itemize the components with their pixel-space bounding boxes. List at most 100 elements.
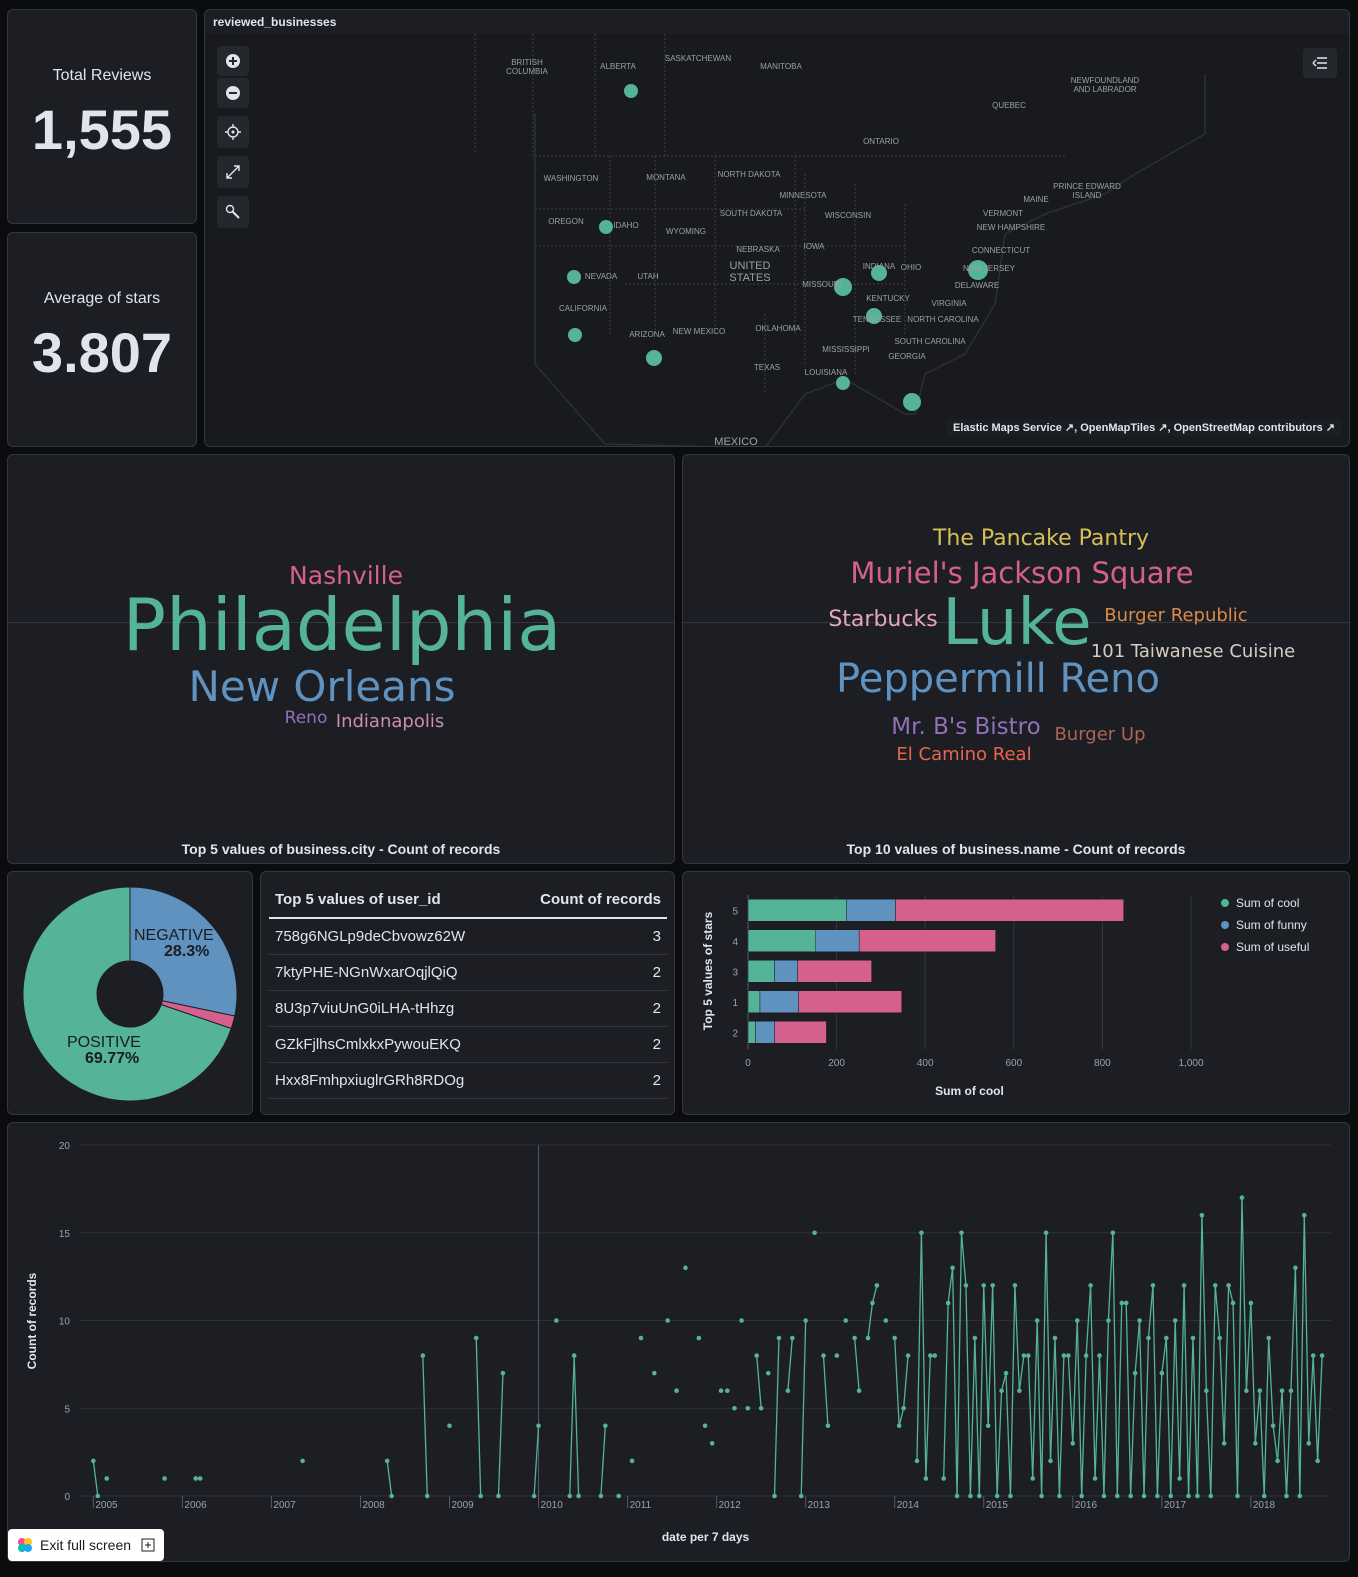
attribution-link[interactable]: OpenStreetMap contributors	[1173, 422, 1323, 434]
data-point[interactable]	[981, 1283, 987, 1288]
data-point[interactable]	[674, 1388, 679, 1393]
data-point[interactable]	[1141, 1493, 1147, 1499]
map-point[interactable]	[903, 393, 921, 411]
data-point[interactable]	[1319, 1353, 1325, 1358]
cloud-word[interactable]: Burger Republic	[1104, 605, 1248, 626]
data-point[interactable]	[883, 1318, 889, 1323]
data-point[interactable]	[1061, 1353, 1067, 1358]
cloud-word[interactable]: Luke	[942, 586, 1092, 660]
data-point[interactable]	[1257, 1388, 1263, 1393]
data-point[interactable]	[901, 1405, 906, 1411]
data-point[interactable]	[1221, 1441, 1227, 1446]
data-point[interactable]	[928, 1353, 933, 1358]
data-point[interactable]	[919, 1230, 924, 1236]
data-point[interactable]	[1297, 1493, 1303, 1499]
data-point[interactable]	[554, 1318, 559, 1323]
data-point[interactable]	[950, 1265, 955, 1271]
map-point[interactable]	[834, 278, 852, 296]
data-point[interactable]	[745, 1405, 751, 1411]
data-point[interactable]	[812, 1230, 817, 1236]
bar-segment[interactable]	[747, 960, 775, 983]
cloud-word[interactable]: Indianapolis	[335, 711, 445, 732]
data-point[interactable]	[1253, 1441, 1258, 1446]
attribution-link[interactable]: OpenMapTiles	[1080, 422, 1156, 434]
bar-segment[interactable]	[747, 1021, 756, 1044]
bar-segment[interactable]	[797, 960, 872, 983]
data-point[interactable]	[424, 1493, 430, 1499]
data-point[interactable]	[1172, 1318, 1178, 1323]
table-row[interactable]: 758g6NGLp9deCbvowz62W 3	[269, 918, 667, 955]
data-point[interactable]	[834, 1353, 840, 1358]
data-point[interactable]	[963, 1283, 969, 1288]
data-point[interactable]	[1266, 1335, 1271, 1341]
data-point[interactable]	[905, 1353, 911, 1358]
data-point[interactable]	[1017, 1388, 1022, 1393]
map-point[interactable]	[836, 376, 850, 390]
data-point[interactable]	[1048, 1458, 1053, 1464]
data-point[interactable]	[1008, 1493, 1013, 1499]
data-point[interactable]	[1012, 1283, 1018, 1288]
data-point[interactable]	[790, 1335, 795, 1341]
data-point[interactable]	[1284, 1493, 1289, 1499]
legend-item[interactable]: Sum of cool	[1236, 896, 1299, 910]
data-point[interactable]	[972, 1335, 978, 1341]
data-point[interactable]	[1275, 1458, 1280, 1464]
bar-segment[interactable]	[747, 990, 761, 1013]
bar-segment[interactable]	[774, 960, 798, 983]
data-point[interactable]	[300, 1458, 305, 1464]
cloud-word[interactable]: Mr. B's Bistro	[891, 714, 1041, 740]
data-point[interactable]	[1119, 1300, 1125, 1306]
zoom-in-button[interactable]	[217, 46, 249, 76]
data-point[interactable]	[1034, 1318, 1040, 1323]
data-point[interactable]	[718, 1388, 724, 1393]
cloud-word[interactable]: Muriel's Jackson Square	[850, 556, 1194, 590]
data-point[interactable]	[571, 1353, 577, 1358]
data-point[interactable]	[914, 1458, 920, 1464]
bar-segment[interactable]	[798, 990, 902, 1013]
data-point[interactable]	[999, 1388, 1004, 1393]
map-point[interactable]	[567, 270, 581, 284]
data-point[interactable]	[1039, 1493, 1044, 1499]
map-point[interactable]	[866, 308, 882, 324]
legend-item[interactable]: Sum of funny	[1236, 918, 1307, 932]
data-point[interactable]	[852, 1335, 857, 1341]
data-point[interactable]	[776, 1335, 782, 1341]
data-point[interactable]	[843, 1318, 849, 1323]
data-point[interactable]	[1074, 1318, 1080, 1323]
data-point[interactable]	[732, 1405, 737, 1411]
data-point[interactable]	[941, 1476, 946, 1481]
data-point[interactable]	[874, 1283, 880, 1288]
data-point[interactable]	[1190, 1335, 1196, 1341]
table-row[interactable]: 8U3p7viuUnG0iLHA-tHhzg 2	[269, 990, 667, 1027]
data-point[interactable]	[1177, 1476, 1182, 1481]
data-point[interactable]	[536, 1423, 541, 1429]
data-point[interactable]	[1199, 1212, 1205, 1218]
data-point[interactable]	[1101, 1493, 1107, 1499]
data-point[interactable]	[990, 1283, 995, 1288]
pie-slice[interactable]	[129, 886, 238, 1017]
data-point[interactable]	[1235, 1493, 1240, 1499]
data-point[interactable]	[384, 1458, 390, 1464]
data-point[interactable]	[91, 1458, 96, 1464]
data-point[interactable]	[1025, 1353, 1031, 1358]
data-point[interactable]	[1279, 1388, 1285, 1393]
map-point[interactable]	[968, 260, 988, 280]
data-point[interactable]	[1110, 1230, 1116, 1236]
data-point[interactable]	[856, 1388, 862, 1393]
bar-segment[interactable]	[858, 929, 996, 952]
column-header-count[interactable]: Count of records	[509, 880, 667, 919]
data-point[interactable]	[1293, 1265, 1298, 1271]
data-point[interactable]	[785, 1388, 791, 1393]
data-point[interactable]	[1132, 1370, 1138, 1376]
data-point[interactable]	[945, 1300, 951, 1306]
reviews-over-time-chart[interactable]: 0 5 10 15 20 2005 2006 2007 2008 2009 2010 2011 2012…	[8, 1123, 1350, 1562]
data-point[interactable]	[1181, 1283, 1187, 1288]
data-point[interactable]	[629, 1458, 635, 1464]
data-point[interactable]	[683, 1265, 688, 1271]
data-point[interactable]	[496, 1493, 501, 1499]
cloud-word[interactable]: The Pancake Pantry	[932, 526, 1150, 551]
data-point[interactable]	[870, 1300, 875, 1306]
data-point[interactable]	[1128, 1493, 1133, 1499]
column-header-user-id[interactable]: Top 5 values of user_id	[269, 880, 510, 919]
data-point[interactable]	[985, 1423, 991, 1429]
